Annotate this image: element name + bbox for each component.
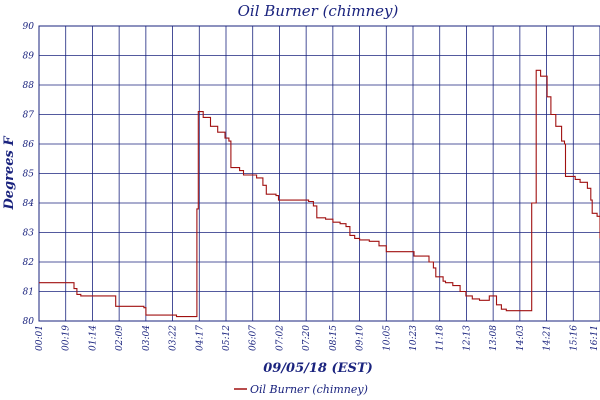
y-tick-label: 81 xyxy=(23,288,34,298)
x-tick-label: 16:11 xyxy=(590,325,600,351)
x-tick-label: 04:17 xyxy=(195,325,205,351)
x-tick-label: 06:07 xyxy=(249,325,259,351)
x-tick-label: 15:16 xyxy=(569,325,579,351)
y-tick-label: 82 xyxy=(23,258,35,268)
legend: Oil Burner (chimney) xyxy=(234,383,368,396)
x-tick-label: 02:09 xyxy=(115,325,125,351)
y-tick-label: 83 xyxy=(23,229,35,239)
y-tick-label: 87 xyxy=(23,111,35,121)
plot-area-frame xyxy=(38,25,600,322)
y-tick-label: 84 xyxy=(23,199,35,209)
x-tick-label: 11:18 xyxy=(436,325,446,351)
series-line-oil-burner xyxy=(39,69,600,318)
x-tick-label: 10:23 xyxy=(409,325,419,351)
y-axis-label: Degrees F xyxy=(2,136,17,211)
chart-title: Oil Burner (chimney) xyxy=(238,2,399,20)
x-tick-label: 10:05 xyxy=(382,325,392,351)
x-tick-label: 01:14 xyxy=(88,325,98,351)
x-tick-label: 09:10 xyxy=(356,325,366,351)
x-tick-label: 14:03 xyxy=(516,325,526,351)
x-tick-label: 00:01 xyxy=(35,325,45,351)
y-tick-label: 90 xyxy=(23,22,35,32)
y-tick-labels: 80 81 82 83 84 85 86 87 88 89 90 xyxy=(23,22,35,327)
x-tick-label: 05:12 xyxy=(222,325,232,351)
x-tick-label: 07:20 xyxy=(302,325,312,351)
y-tick-label: 85 xyxy=(23,170,35,180)
x-tick-label: 08:15 xyxy=(329,325,339,351)
grid xyxy=(38,25,600,322)
x-tick-label: 00:19 xyxy=(62,325,72,351)
x-axis-label: 09/05/18 (EST) xyxy=(263,361,373,376)
x-tick-label: 12:13 xyxy=(462,325,472,351)
y-tick-label: 89 xyxy=(23,52,35,62)
x-tick-label: 03:04 xyxy=(142,325,152,351)
x-tick-label: 14:21 xyxy=(543,325,553,351)
x-tick-label: 03:22 xyxy=(169,325,179,351)
x-tick-label: 13:08 xyxy=(489,325,499,351)
y-tick-label: 86 xyxy=(23,140,35,150)
legend-label: Oil Burner (chimney) xyxy=(250,383,368,396)
x-tick-labels: 00:01 00:19 01:14 02:09 03:04 03:22 04:17 05:12… xyxy=(35,325,600,351)
y-tick-label: 88 xyxy=(23,81,35,91)
x-tick-label: 07:02 xyxy=(275,325,285,351)
y-tick-label: 80 xyxy=(23,317,35,327)
